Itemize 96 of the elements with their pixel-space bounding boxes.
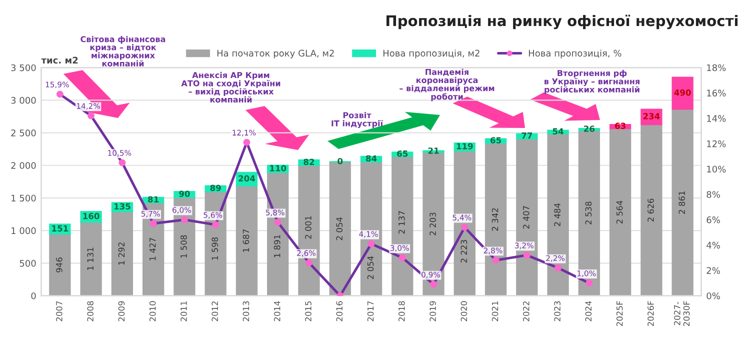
y2-tick-label: 10% (707, 166, 726, 173)
y2-tick-label: 12% (707, 140, 726, 148)
data-label: 2 564 (616, 200, 623, 224)
x-tick-label: 2025F (616, 301, 623, 326)
data-label: 54 (552, 128, 564, 134)
data-label: 2 054 (336, 217, 343, 240)
data-label: 2 137 (398, 211, 405, 234)
y-axis-title: тис. м2 (41, 56, 78, 64)
data-label: 946 (56, 257, 62, 272)
y-tick-label: 3 500 (11, 64, 36, 72)
data-label: 84 (366, 155, 377, 162)
x-tick-label: 2027- 2030F (674, 301, 690, 326)
bar (640, 124, 662, 296)
data-label: 135 (114, 203, 130, 210)
annotation: Пандемія коронавіруса – віддалений режим роботи (400, 68, 494, 102)
y2-tick-label: 18% (707, 64, 726, 72)
x-tick-label: 2024 (585, 301, 592, 322)
bar (672, 76, 694, 110)
data-label: 65 (490, 137, 501, 144)
x-tick-label: 2013 (242, 301, 250, 322)
data-label: 2 407 (523, 206, 530, 229)
x-tick-label: 2019 (430, 301, 436, 322)
y2-tick-label: 4% (706, 242, 720, 249)
x-tick-label: 2010 (149, 301, 156, 322)
data-label: 204 (238, 175, 256, 182)
annotation: Анексія АР Крим АТО на сході України – вихід російських компаній (181, 72, 280, 103)
data-label: 119 (456, 143, 473, 150)
data-label: 110 (270, 165, 286, 172)
data-label: 490 (674, 89, 691, 96)
data-label: 2 538 (585, 202, 592, 224)
x-tick-label: 2011 (180, 301, 187, 322)
x-tick-label: 2017 (367, 301, 374, 322)
legend-label: Нова пропозиція, м2 (383, 50, 480, 58)
x-tick-label: 2012 (212, 301, 218, 322)
x-tick-label: 2014 (274, 301, 280, 322)
x-tick-label: 2023 (554, 301, 560, 322)
x-tick-label: 2016 (336, 301, 343, 322)
data-label: 2 342 (492, 208, 498, 231)
data-label: 2 484 (554, 203, 560, 226)
bar (49, 234, 71, 296)
data-label: 2 223 (460, 240, 468, 263)
legend-label: Нова пропозиція, % (528, 50, 622, 58)
data-label: 1 427 (149, 238, 156, 260)
data-label: 2 001 (305, 216, 312, 239)
data-label: 82 (304, 158, 314, 166)
x-tick-label: 2008 (87, 301, 94, 322)
data-label: 0 (338, 158, 343, 164)
data-label: 234 (643, 113, 660, 120)
bar (672, 108, 694, 296)
x-tick-label: 2009 (118, 301, 125, 322)
y-tick-label: 2 500 (11, 130, 36, 136)
data-label: 1 508 (180, 235, 187, 258)
x-tick-label: 2022 (523, 301, 530, 322)
x-tick-label: 2021 (492, 301, 498, 322)
x-tick-label: 2007 (56, 301, 62, 322)
y-tick-label: 0 (31, 292, 36, 300)
legend-label: На початок року GLA, м2 (217, 50, 334, 58)
data-label: 65 (397, 150, 408, 157)
chart-title: Пропозиція на ринку офісної нерухомості (386, 14, 738, 30)
data-label: 77 (522, 132, 532, 139)
annotation: Вторгнення рф в Україну – вигнання російських компаній (544, 70, 640, 94)
y-tick-label: 500 (20, 260, 36, 267)
data-label: 1 292 (118, 242, 125, 265)
y2-tick-label: 14% (707, 115, 726, 122)
data-label: 1 131 (87, 248, 94, 270)
bar (547, 133, 569, 296)
data-label: 2 203 (430, 212, 436, 236)
data-label: 2 861 (678, 191, 685, 214)
y2-tick-label: 6% (706, 216, 720, 224)
y2-tick-label: 16% (707, 90, 726, 97)
x-tick-label: 2015 (305, 301, 312, 322)
data-label: 2 626 (648, 198, 654, 222)
bar (236, 185, 258, 296)
data-label: 1 687 (242, 230, 250, 252)
data-label: 2 054 (367, 256, 374, 280)
y2-tick-label: 2% (706, 267, 720, 274)
text: Світова фінансова криза – відток міжнарожних компаній (80, 36, 166, 66)
y-tick-label: 2 000 (11, 162, 36, 169)
bar (609, 128, 632, 296)
x-tick-label: 2018 (398, 301, 405, 322)
data-label: 90 (179, 190, 190, 197)
y-tick-label: 1 000 (12, 227, 36, 234)
x-tick-label: 2026F (648, 301, 654, 326)
data-label: 1 891 (274, 235, 280, 258)
data-label: 63 (615, 122, 626, 129)
y-tick-label: 3 000 (11, 96, 36, 104)
data-label: 89 (210, 184, 221, 192)
y2-tick-label: 8% (706, 191, 720, 198)
data-label: 81 (148, 196, 159, 203)
y-tick-label: 1 500 (12, 194, 36, 202)
data-label: 151 (52, 225, 68, 232)
y2-tick-label: 0% (706, 292, 720, 300)
x-tick-label: 2020 (460, 301, 468, 322)
annotation: Розвіт IT індустрії (332, 112, 383, 128)
data-label: 1 598 (212, 237, 218, 260)
data-label: 160 (83, 212, 100, 220)
